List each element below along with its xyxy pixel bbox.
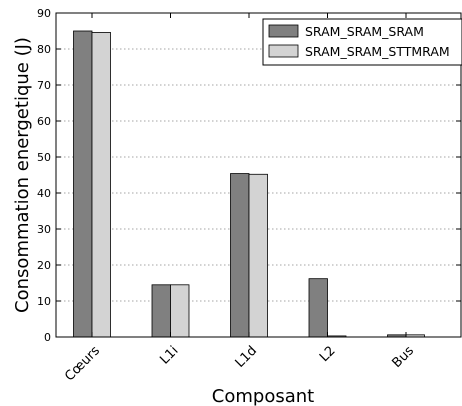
y-tick-label: 50 <box>37 151 51 164</box>
x-tick-label: L2 <box>317 343 339 365</box>
legend-label-sram-sram-sttmram: SRAM_SRAM_STTMRAM <box>305 44 450 59</box>
y-tick-label: 10 <box>37 295 51 308</box>
y-tick-label: 60 <box>37 115 51 128</box>
y-tick-label: 80 <box>37 43 51 56</box>
x-tick-label: Cœurs <box>62 343 103 384</box>
bar-sram-sram-sttmram <box>91 32 111 338</box>
legend-label-sram-sram-sram: SRAM_SRAM_SRAM <box>305 24 424 39</box>
x-tick-label: L1i <box>157 343 181 367</box>
y-axis-label: Consommation energetique (J) <box>12 37 33 313</box>
bars <box>73 30 425 338</box>
y-tick-label: 0 <box>44 331 51 344</box>
y-tick-label: 40 <box>37 187 51 200</box>
x-axis-label: Composant <box>212 386 314 406</box>
x-tick-label: L1d <box>233 343 260 370</box>
bar-sram-sram-sttmram <box>170 284 190 338</box>
x-tick-label: Bus <box>390 343 418 371</box>
bar-sram-sram-sram <box>73 30 93 338</box>
bar-sram-sram-sram <box>230 173 250 338</box>
y-tick-label: 30 <box>37 223 51 236</box>
bar-sram-sram-sram <box>308 278 328 338</box>
legend: SRAM_SRAM_SRAM SRAM_SRAM_STTMRAM <box>262 18 462 66</box>
plot-frame <box>55 12 462 338</box>
bar-sram-sram-sram <box>151 284 171 338</box>
legend-swatch-sram-sram-sram <box>268 24 299 38</box>
y-tick-label: 70 <box>37 79 51 92</box>
legend-swatch-sram-sram-sttmram <box>268 44 299 58</box>
y-tick-label: 90 <box>37 7 51 20</box>
bar-sram-sram-sttmram <box>248 173 268 338</box>
y-tick-label: 20 <box>37 259 51 272</box>
